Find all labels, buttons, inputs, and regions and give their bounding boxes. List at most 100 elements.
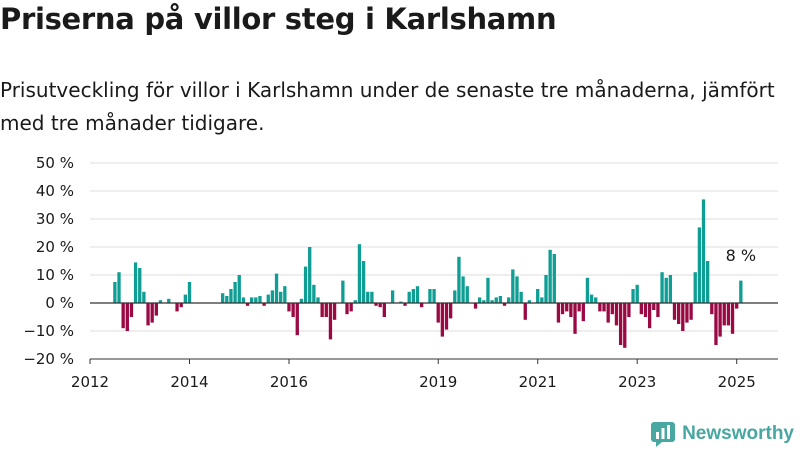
bar [482,300,486,303]
bar [614,303,619,326]
bar [511,269,515,303]
x-tick-label: 2016 [270,373,308,391]
bar [660,272,664,303]
x-tick-label: 2025 [718,373,756,391]
chart-subtitle: Prisutveckling för villor i Karlshamn un… [0,78,775,135]
bar [167,298,171,303]
bar [279,291,283,303]
bar [233,282,237,303]
bar [594,297,598,303]
bar [465,286,469,303]
bar [652,303,656,310]
bar [610,303,614,315]
bar [739,280,743,303]
bar [390,290,395,303]
bar [428,289,432,303]
bar [681,303,685,331]
bar [133,262,138,303]
bar [710,303,714,315]
bar [444,303,449,330]
bar [403,303,407,306]
y-tick-label: −20 % [23,350,74,368]
bar [328,303,333,340]
brand-name: Newsworthy [682,423,794,444]
bar [274,273,279,303]
bar [374,303,378,306]
bar [332,303,337,320]
bar [544,275,548,303]
bar [523,303,527,320]
bar [494,297,498,303]
bar [258,296,262,303]
bar [237,275,241,303]
bar [722,303,726,326]
bar [407,291,411,303]
x-tick-label: 2012 [71,373,109,391]
bar [486,277,490,303]
bar [266,294,270,303]
bar [507,297,511,303]
bar [349,303,353,312]
bar [639,303,643,315]
x-tick-label: 2021 [519,373,557,391]
bar [436,303,440,323]
y-tick-label: 10 % [36,266,74,284]
chart-title: Priserna på villor steg i Karlshamn [0,2,557,36]
bar [345,303,349,315]
bar [158,300,163,303]
bar [382,303,386,317]
last-value-label: 8 % [726,246,756,265]
bar [548,249,552,303]
bar [552,254,556,303]
bar [515,276,519,303]
bar [361,261,366,303]
bar [245,303,250,306]
bar [656,303,660,317]
bar [718,303,722,337]
bar [635,284,639,303]
bar [565,303,569,312]
bar [399,301,403,303]
bar [320,303,324,317]
bar [411,289,415,303]
bar [415,286,420,303]
bar [676,303,681,324]
bar [440,303,445,337]
bar [250,297,254,303]
bar [627,303,631,317]
newsworthy-logo: Newsworthy [650,420,794,448]
y-tick-label: 0 % [45,294,74,312]
bar [478,297,482,303]
bar [623,303,627,348]
bar [121,303,125,329]
bar [461,276,465,303]
bar [453,290,457,303]
bar [150,303,154,323]
bar [142,291,146,303]
bar [631,289,635,303]
bar [291,303,295,317]
bar [589,294,594,303]
bar [726,303,731,326]
bar [714,303,718,345]
y-tick-label: 50 % [36,154,74,172]
bar [316,297,320,303]
bar [540,297,544,303]
y-tick-label: 20 % [36,238,74,256]
y-tick-label: 40 % [36,182,74,200]
bar [366,291,370,303]
bar [693,272,697,303]
bar [585,277,590,303]
bar [432,289,436,303]
bar [225,296,229,303]
bar [606,303,610,323]
bar [556,303,561,323]
bar [125,303,129,331]
bar [618,303,623,345]
bar [295,303,299,336]
bar [706,261,710,303]
bar [287,303,291,312]
bar [672,303,677,320]
bar [448,303,453,319]
